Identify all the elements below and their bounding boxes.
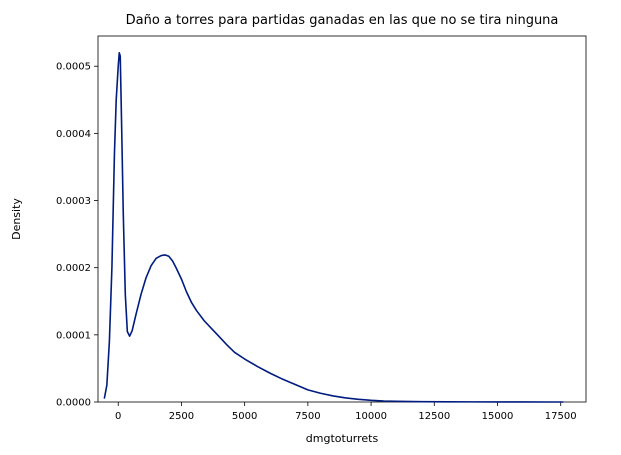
- x-tick-label: 7500: [295, 411, 320, 422]
- x-tick-label: 12500: [418, 411, 450, 422]
- x-tick-label: 5000: [232, 411, 257, 422]
- y-axis-ticks: 0.0000 0.0001 0.0002 0.0003 0.0004 0.0005: [56, 62, 98, 409]
- y-tick-label: 0.0005: [56, 62, 91, 73]
- x-tick-label: 2500: [169, 411, 194, 422]
- y-tick-label: 0.0000: [56, 398, 91, 409]
- plot-frame: [97, 35, 587, 403]
- x-tick-label: 15000: [482, 411, 514, 422]
- y-axis-label: Density: [10, 198, 23, 240]
- x-tick-label: 10000: [355, 411, 387, 422]
- x-tick-label: 0: [115, 411, 121, 422]
- chart-title: Daño a torres para partidas ganadas en l…: [126, 13, 559, 28]
- y-tick-label: 0.0004: [56, 129, 91, 140]
- x-tick-label: 17500: [545, 411, 577, 422]
- y-tick-label: 0.0002: [56, 263, 91, 274]
- y-tick-label: 0.0003: [56, 196, 91, 207]
- density-line: [103, 51, 564, 403]
- x-axis-label: dmgtoturrets: [306, 432, 379, 445]
- y-tick-label: 0.0001: [56, 330, 91, 341]
- x-axis-ticks: 0 2500 5000 7500 10000 12500 15000 17500: [115, 402, 577, 422]
